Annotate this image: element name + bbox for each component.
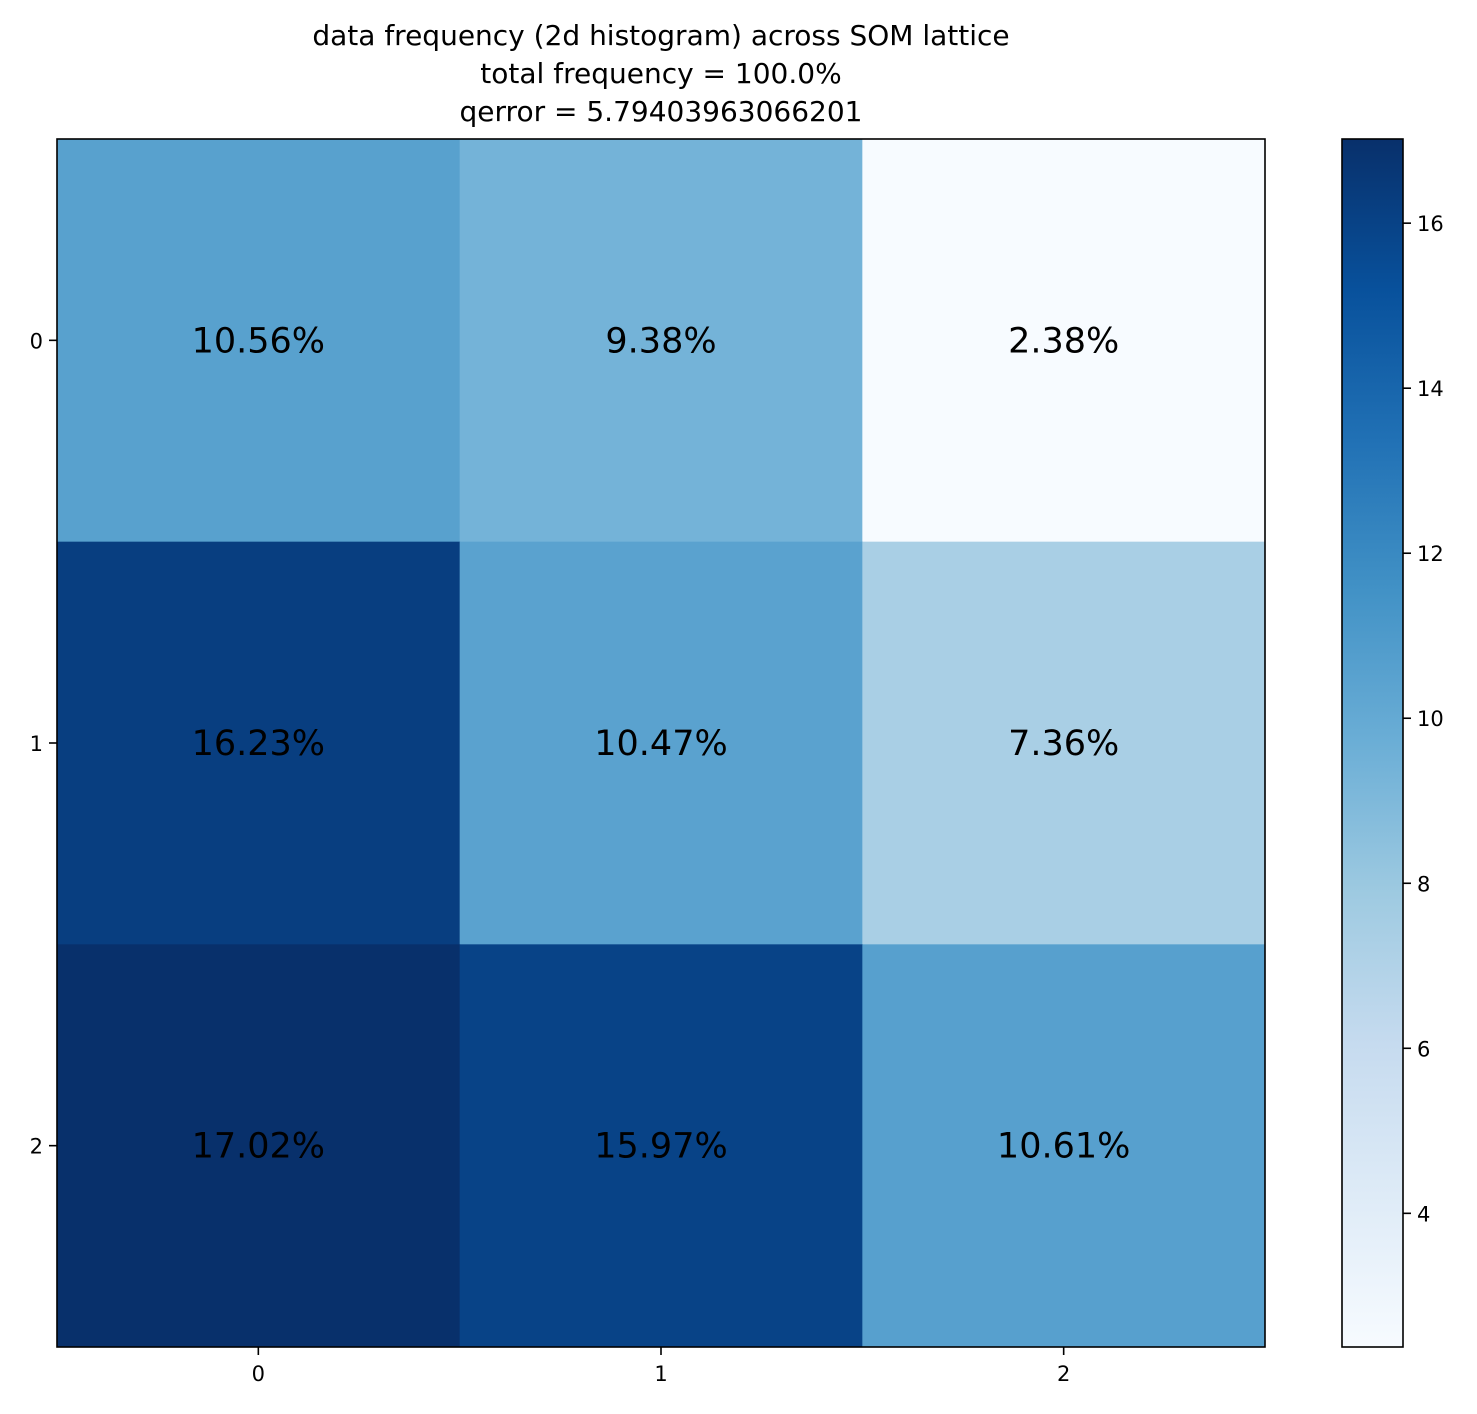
y-tick-label-1: 1 <box>30 732 43 756</box>
heatmap-cell-r2-c0 <box>57 944 461 1348</box>
title-line-2: total frequency = 100.0% <box>480 57 841 90</box>
cell-label-r2-c1: 15.97% <box>594 1127 727 1167</box>
heatmap-cells <box>57 139 1266 1348</box>
colorbar-tick-label-4: 12 <box>1417 542 1444 566</box>
colorbar-ticks: 4 6 8 10 12 14 16 <box>1403 212 1444 1226</box>
colorbar-gradient <box>1341 138 1404 1348</box>
cell-label-r0-c1: 9.38% <box>605 321 716 361</box>
colorbar-tick-label-6: 16 <box>1417 212 1444 236</box>
x-tick-label-2: 2 <box>1057 1362 1070 1386</box>
cell-label-r2-c2: 10.61% <box>997 1127 1130 1167</box>
x-tick-label-1: 1 <box>654 1362 667 1386</box>
cell-label-r2-c0: 17.02% <box>192 1127 325 1167</box>
heatmap-cell-r1-c1 <box>459 541 863 945</box>
cell-label-r1-c1: 10.47% <box>594 724 727 764</box>
colorbar-tick-label-3: 10 <box>1417 707 1444 731</box>
chart-title: data frequency (2d histogram) across SOM… <box>312 19 1009 128</box>
colorbar-tick-label-5: 14 <box>1417 377 1444 401</box>
heatmap-cell-labels: 10.56% 9.38% 2.38% 16.23% 10.47% 7.36% 17.02% 1… <box>192 321 1131 1166</box>
heatmap-cell-r0-c2 <box>862 139 1266 543</box>
heatmap-cell-r2-c2 <box>862 944 1266 1348</box>
heatmap-cell-r1-c2 <box>862 541 1266 945</box>
heatmap-cell-r0-c0 <box>57 139 461 543</box>
colorbar-tick-label-0: 4 <box>1417 1202 1430 1226</box>
y-tick-label-0: 0 <box>30 329 43 353</box>
x-axis: 0 1 2 <box>252 1347 1070 1386</box>
heatmap-cell-r1-c0 <box>57 541 461 945</box>
cell-label-r1-c0: 16.23% <box>192 724 325 764</box>
heatmap-cell-r2-c1 <box>459 944 863 1348</box>
colorbar-tick-label-1: 6 <box>1417 1037 1430 1061</box>
cell-label-r0-c2: 2.38% <box>1008 321 1119 361</box>
cell-label-r1-c2: 7.36% <box>1008 724 1119 764</box>
y-tick-label-2: 2 <box>30 1135 43 1159</box>
heatmap-cell-r0-c1 <box>459 139 863 543</box>
title-line-3: qerror = 5.79403963066201 <box>460 95 863 128</box>
x-tick-label-0: 0 <box>252 1362 265 1386</box>
cell-label-r0-c0: 10.56% <box>192 321 325 361</box>
y-axis: 0 1 2 <box>30 329 57 1159</box>
title-line-1: data frequency (2d histogram) across SOM… <box>312 19 1009 52</box>
colorbar-tick-label-2: 8 <box>1417 872 1430 896</box>
colorbar: 4 6 8 10 12 14 16 <box>1341 138 1444 1348</box>
